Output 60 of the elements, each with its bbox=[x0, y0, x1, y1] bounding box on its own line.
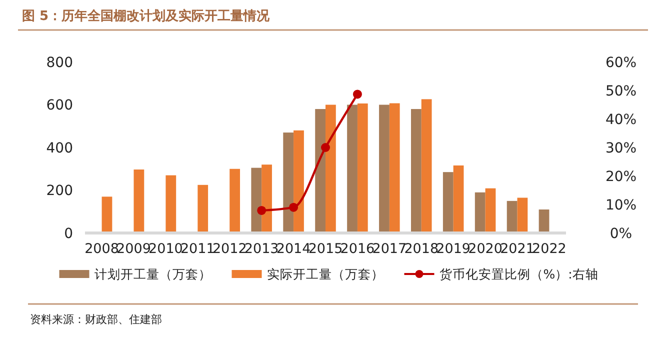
x-tick-label: 2011 bbox=[180, 241, 215, 257]
x-tick-label: 2021 bbox=[500, 241, 534, 257]
y2-tick-label: 50% bbox=[605, 83, 637, 100]
bar bbox=[410, 109, 422, 233]
bar bbox=[134, 170, 144, 233]
bar bbox=[326, 104, 336, 233]
y2-tick-label: 40% bbox=[605, 112, 637, 128]
y2-tick-label: 30% bbox=[605, 140, 637, 156]
x-tick-label: 2012 bbox=[212, 241, 247, 257]
x-tick-label: 2016 bbox=[340, 241, 375, 257]
x-tick-label: 2018 bbox=[404, 241, 439, 257]
bar bbox=[485, 188, 496, 233]
x-tick-label: 2013 bbox=[244, 241, 279, 257]
bar bbox=[166, 175, 176, 233]
bar bbox=[506, 200, 518, 233]
bar bbox=[230, 168, 240, 233]
x-tick-label: 2019 bbox=[436, 241, 471, 257]
y-tick-label: 600 bbox=[46, 98, 73, 114]
bar bbox=[379, 104, 390, 233]
x-tick-label: 2009 bbox=[116, 241, 151, 257]
bar bbox=[453, 165, 464, 233]
bar bbox=[517, 198, 528, 233]
point bbox=[257, 206, 266, 215]
legend-label: 实际开工量（万套） bbox=[266, 266, 384, 282]
x-tick-label: 2017 bbox=[372, 241, 407, 257]
bar bbox=[315, 109, 326, 233]
legend-label: 货币化安置比例（%）:右轴 bbox=[439, 266, 598, 282]
bar bbox=[474, 192, 486, 233]
y-tick-label: 800 bbox=[46, 54, 73, 71]
chart-title: 图 5：历年全国棚改计划及实际开工量情况 bbox=[22, 8, 271, 24]
point bbox=[352, 90, 362, 99]
bar bbox=[538, 209, 550, 233]
y2-tick-label: 20% bbox=[605, 168, 637, 185]
x-tick-label: 2015 bbox=[308, 241, 343, 257]
y-tick-label: 200 bbox=[46, 183, 73, 200]
bar bbox=[442, 172, 454, 233]
point bbox=[289, 202, 298, 212]
x-tick-label: 2020 bbox=[468, 241, 502, 257]
bar bbox=[421, 99, 432, 233]
y-tick-label: 0 bbox=[64, 226, 73, 242]
x-tick-label: 2014 bbox=[276, 241, 311, 257]
y-tick-label: 400 bbox=[46, 140, 73, 156]
bar bbox=[389, 103, 400, 233]
y2-tick-label: 10% bbox=[605, 197, 637, 214]
bar bbox=[357, 103, 368, 233]
bar bbox=[251, 168, 262, 233]
bar bbox=[347, 104, 358, 233]
x-tick-label: 2022 bbox=[532, 241, 566, 257]
bar bbox=[102, 196, 112, 233]
bar bbox=[294, 130, 304, 233]
bar bbox=[198, 184, 208, 233]
point bbox=[321, 143, 330, 152]
legend-label: 计划开工量（万套） bbox=[94, 266, 212, 282]
text: 资料来源：财政部、住建部 bbox=[30, 313, 162, 326]
x-tick-label: 2010 bbox=[148, 241, 183, 257]
bar bbox=[262, 164, 272, 233]
y2-tick-label: 60% bbox=[605, 54, 637, 71]
y2-tick-label: 0% bbox=[610, 226, 632, 242]
bar bbox=[283, 132, 294, 233]
x-tick-label: 2008 bbox=[84, 241, 119, 257]
